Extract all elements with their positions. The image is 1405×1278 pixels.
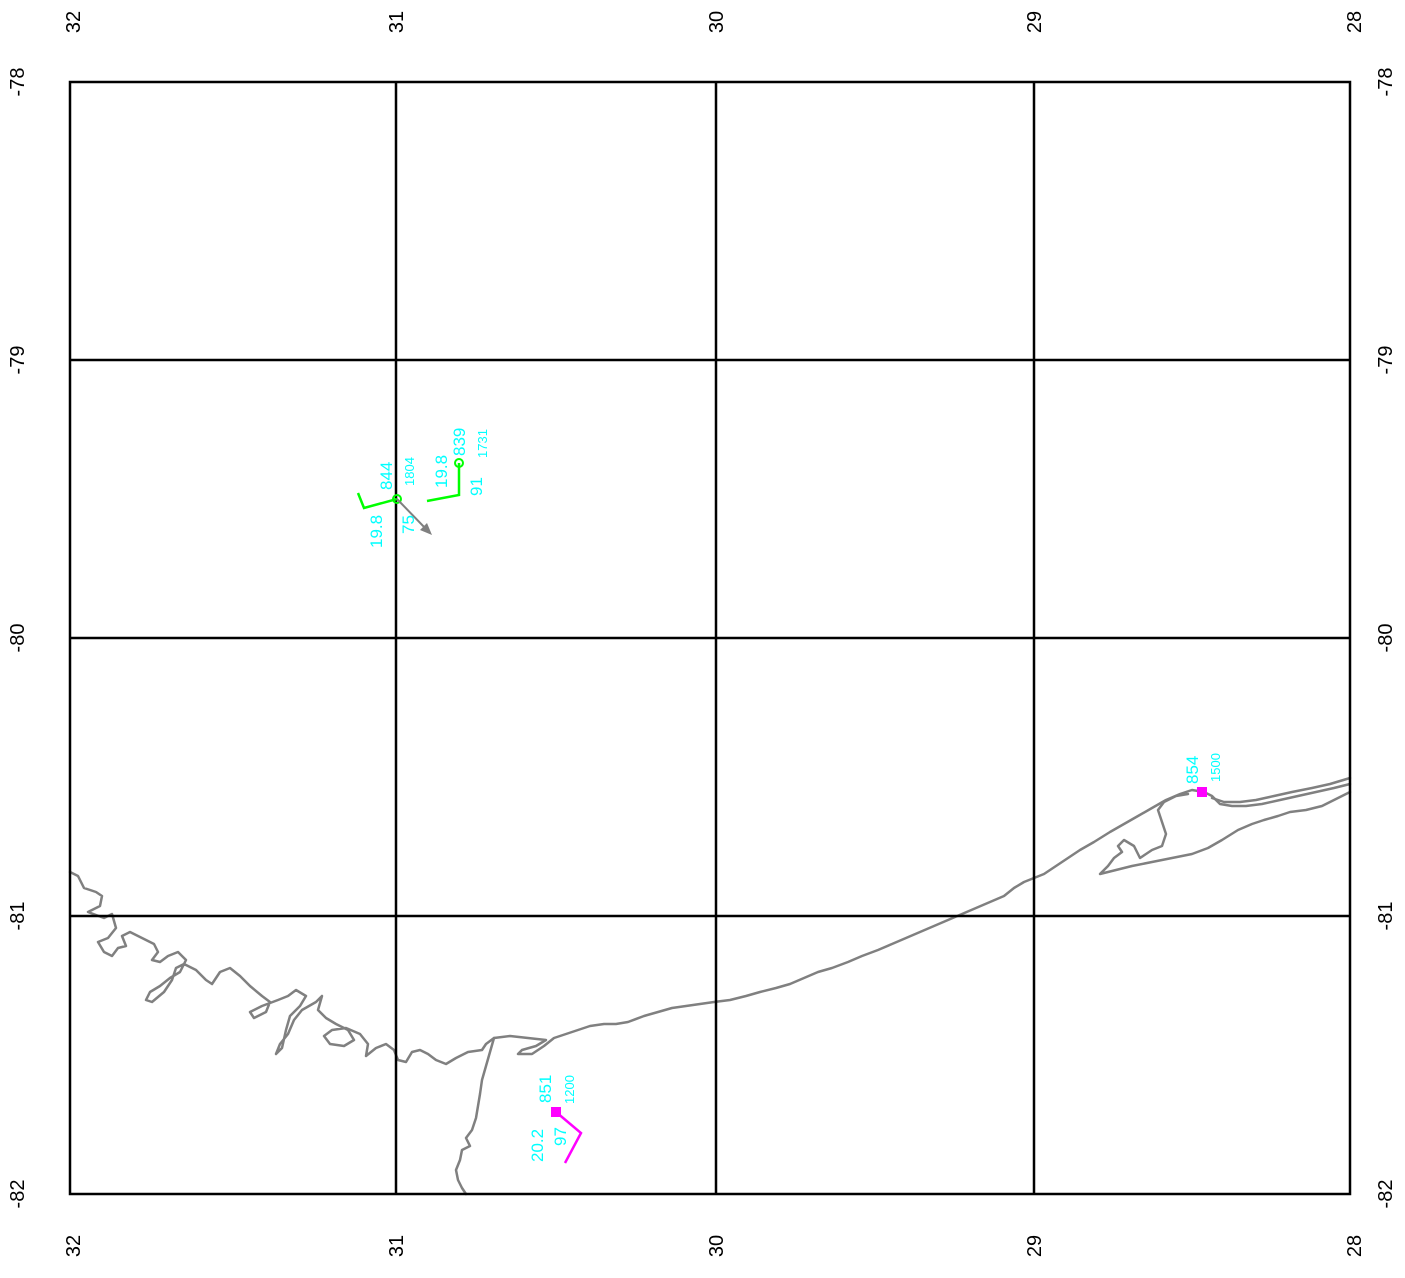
wind-barb-icon xyxy=(426,463,461,503)
station-humidity: 97 xyxy=(551,1127,570,1146)
station-humidity: 91 xyxy=(467,477,486,496)
station-851[interactable]: 851 1200 20.2 97 xyxy=(528,1075,583,1164)
station-854[interactable]: 854 1500 xyxy=(1183,753,1223,797)
lon-label-top-31: 31 xyxy=(386,11,408,33)
lat-label-left-82: -82 xyxy=(7,1180,29,1209)
station-time: 1804 xyxy=(402,457,417,486)
wind-barb-icon xyxy=(555,1111,583,1164)
station-pressure: 839 xyxy=(450,428,469,456)
motion-arrow-icon xyxy=(396,498,428,531)
station-844[interactable]: 844 1804 19.8 75 xyxy=(356,457,432,548)
station-humidity: 75 xyxy=(399,515,418,534)
lon-label-bottom-29: 29 xyxy=(1024,1235,1046,1257)
lat-labels-right: -78 -79 -80 -81 -82 xyxy=(1375,68,1397,1209)
lat-label-right-78: -78 xyxy=(1375,68,1397,97)
coastline-river xyxy=(454,1036,496,1196)
lon-labels-bottom: 32 31 30 29 28 xyxy=(63,1235,1366,1257)
lat-label-right-81: -81 xyxy=(1375,902,1397,931)
station-square-icon xyxy=(551,1107,561,1117)
station-circle-icon xyxy=(392,494,402,504)
lon-label-top-28: 28 xyxy=(1344,11,1366,33)
station-pressure: 854 xyxy=(1183,756,1202,784)
lon-label-top-29: 29 xyxy=(1024,11,1046,33)
coastline-shelf-edge xyxy=(1210,776,1352,804)
motion-arrowhead-icon xyxy=(420,523,432,535)
station-time: 1200 xyxy=(562,1075,577,1104)
lat-label-left-79: -79 xyxy=(7,346,29,375)
lat-label-right-80: -80 xyxy=(1375,624,1397,653)
lon-label-top-32: 32 xyxy=(63,11,85,33)
station-time: 1731 xyxy=(475,429,490,458)
lat-labels-left: -78 -79 -80 -81 -82 xyxy=(7,68,29,1209)
station-square-icon xyxy=(1197,787,1207,797)
lat-label-left-78: -78 xyxy=(7,68,29,97)
lon-labels-top: 32 31 30 29 28 xyxy=(63,11,1366,33)
station-839[interactable]: 839 1731 19.8 91 xyxy=(426,428,490,503)
station-temperature: 19.8 xyxy=(432,455,451,488)
station-pressure: 844 xyxy=(377,462,396,490)
station-pressure: 851 xyxy=(536,1075,555,1103)
station-temperature: 19.8 xyxy=(367,515,386,548)
station-time: 1500 xyxy=(1208,753,1223,782)
lat-label-left-80: -80 xyxy=(7,624,29,653)
station-circle-icon xyxy=(454,458,464,468)
graticule xyxy=(68,80,1352,1196)
lon-label-bottom-28: 28 xyxy=(1344,1235,1366,1257)
coastline xyxy=(68,776,1352,1196)
wind-barb-icon xyxy=(356,492,398,510)
lon-label-bottom-31: 31 xyxy=(386,1235,408,1257)
lon-label-top-30: 30 xyxy=(706,11,728,33)
coastline-inner-shelf xyxy=(1098,790,1352,876)
station-temperature: 20.2 xyxy=(528,1129,547,1162)
lon-label-bottom-30: 30 xyxy=(706,1235,728,1257)
coastline-main xyxy=(68,782,1352,1066)
lat-label-right-79: -79 xyxy=(1375,346,1397,375)
lat-label-right-82: -82 xyxy=(1375,1180,1397,1209)
lat-label-left-81: -81 xyxy=(7,902,29,931)
lon-label-bottom-32: 32 xyxy=(63,1235,85,1257)
